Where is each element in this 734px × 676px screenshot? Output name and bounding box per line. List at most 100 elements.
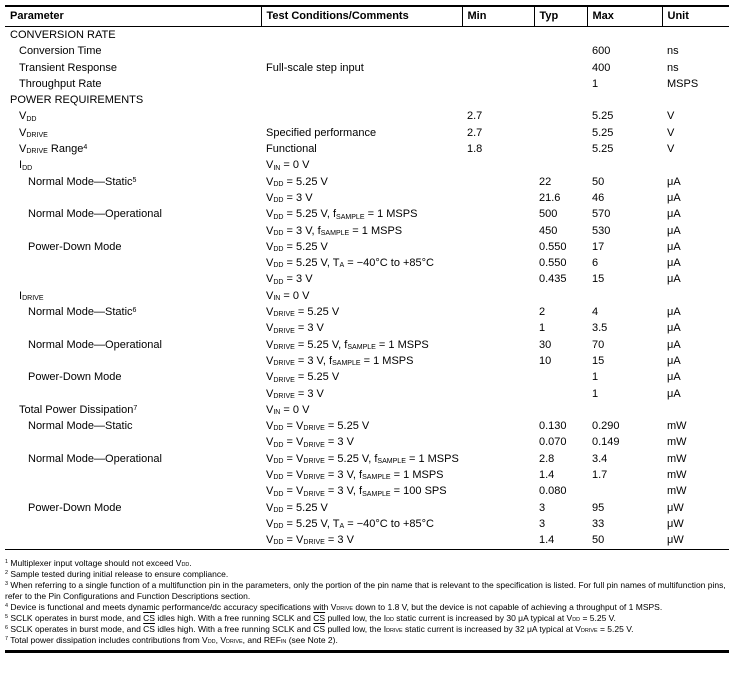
unit-cell: μA (667, 257, 681, 270)
conditions-cell: VDD = VDRIVE = 3 V, fSAMPLE = 1 MSPS (266, 469, 444, 482)
conditions-cell: VDD = 5.25 V (266, 240, 328, 254)
typ-cell: 0.550 (539, 257, 567, 270)
table-row: Power-Down Mode VDRIVE = 5.25 V 1 μA (5, 369, 729, 385)
max-cell: 0.290 (592, 420, 620, 433)
conditions-cell: VIN = 0 V (266, 159, 310, 172)
footnote-text: Device is functional and meets dynamic p… (8, 601, 663, 613)
typ-cell: 0.070 (539, 436, 567, 449)
min-cell (462, 206, 534, 222)
parameter-cell: Normal Mode—Operational (28, 452, 162, 465)
table-row: VDRIVE = 3 V 1 μA (5, 386, 729, 402)
table-row: VDRIVE = 3 V, fSAMPLE = 1 MSPS 10 15 μA (5, 353, 729, 369)
unit-cell: mW (667, 420, 687, 433)
table-row: Power-Down Mode VDD = 5.25 V 3 95 μW (5, 500, 729, 516)
typ-cell (534, 141, 587, 157)
max-cell (587, 157, 662, 173)
min-cell (462, 271, 534, 287)
table-row: VDD = VDRIVE = 3 V, fSAMPLE = 100 SPS 0.… (5, 483, 729, 499)
footnote: 4 Device is functional and meets dynamic… (5, 602, 729, 613)
min-cell (462, 516, 534, 532)
typ-cell: 3 (539, 501, 546, 514)
min-cell (462, 43, 534, 59)
parameter-cell (5, 434, 261, 450)
unit-cell: V (667, 126, 675, 139)
typ-cell: 30 (539, 338, 552, 351)
unit-cell: ns (667, 61, 679, 74)
min-cell (462, 532, 534, 549)
max-cell: 5.25 (592, 143, 614, 156)
parameter-cell (5, 353, 261, 369)
col-header-parameter: Parameter (5, 6, 261, 27)
typ-cell: 1.4 (539, 469, 555, 482)
typ-cell (534, 157, 587, 173)
unit-cell: μA (667, 338, 681, 351)
spec-table: Parameter Test Conditions/Comments Min T… (5, 5, 729, 550)
typ-cell (534, 386, 587, 402)
col-header-typ: Typ (533, 6, 587, 27)
footnote-number: 1 (5, 559, 9, 566)
parameter-cell: Power-Down Mode (28, 240, 122, 253)
conditions-cell: VDRIVE = 3 V (266, 322, 324, 335)
min-cell (462, 157, 534, 173)
footnote: 6 SCLK operates in burst mode, and CS id… (5, 624, 729, 635)
table-row: VDD = 3 V 21.6 46 μA (5, 190, 729, 206)
footnote-number: 5 (5, 614, 9, 621)
min-cell (462, 467, 534, 483)
parameter-cell: CONVERSION RATE (10, 29, 116, 41)
conditions-cell (261, 92, 462, 108)
parameter-cell: Throughput Rate (19, 77, 102, 90)
typ-cell (534, 108, 587, 124)
footnote-text: Total power dissipation includes contrib… (8, 634, 338, 646)
max-cell: 1 (592, 77, 599, 90)
min-cell (462, 369, 534, 385)
typ-cell (534, 60, 587, 76)
unit-cell: mW (667, 485, 687, 498)
table-row: Normal Mode—Operational VDRIVE = 5.25 V,… (5, 337, 729, 353)
conditions-cell: VDD = VDRIVE = 5.25 V (266, 420, 370, 433)
unit-cell: μA (667, 208, 681, 221)
col-header-unit: Unit (661, 6, 729, 27)
typ-cell: 0.080 (539, 485, 567, 498)
min-cell: 1.8 (467, 143, 483, 156)
table-row: VDD = 3 V 0.435 15 μA (5, 271, 729, 287)
table-row: Total Power Dissipation7 VIN = 0 V (5, 402, 729, 418)
conditions-cell: VDD = 5.25 V, TA = −40°C to +85°C (266, 517, 434, 531)
max-cell: 5.25 (592, 126, 614, 139)
max-cell: 3.4 (592, 452, 608, 465)
parameter-cell: POWER REQUIREMENTS (10, 94, 144, 107)
typ-cell (534, 92, 587, 108)
parameter-cell (5, 532, 261, 549)
table-row: Power-Down Mode VDD = 5.25 V 0.550 17 μA (5, 239, 729, 255)
table-row: VDD = 5.25 V, TA = −40°C to +85°C 3 33 μ… (5, 516, 729, 532)
datasheet-page: Parameter Test Conditions/Comments Min T… (5, 5, 729, 653)
table-row: Normal Mode—Static5 VDD = 5.25 V 22 50 μ… (5, 174, 729, 190)
parameter-cell: VDRIVE (19, 126, 48, 140)
max-cell: 50 (592, 534, 605, 547)
unit-cell: μW (667, 517, 684, 530)
unit-cell: μW (667, 501, 684, 514)
conditions-cell: VDD = VDRIVE = 5.25 V, fSAMPLE = 1 MSPS (266, 452, 459, 465)
table-row: CONVERSION RATE (5, 27, 729, 44)
max-cell: 530 (592, 224, 611, 237)
typ-cell: 0.435 (539, 273, 567, 286)
parameter-cell: Total Power Dissipation7 (19, 403, 138, 416)
conditions-cell: VDRIVE = 5.25 V, fSAMPLE = 1 MSPS (266, 338, 429, 351)
table-row: Normal Mode—Static6 VDRIVE = 5.25 V 2 4 … (5, 304, 729, 320)
max-cell: 46 (592, 191, 605, 204)
footnote: 7 Total power dissipation includes contr… (5, 635, 729, 646)
typ-cell: 0.130 (539, 420, 567, 433)
typ-cell: 500 (539, 208, 558, 221)
max-cell (587, 92, 662, 108)
table-row: IDD VIN = 0 V (5, 157, 729, 173)
footnote-number: 2 (5, 570, 9, 577)
max-cell: 400 (592, 61, 611, 74)
table-row: VDD = VDRIVE = 3 V, fSAMPLE = 1 MSPS 1.4… (5, 467, 729, 483)
max-cell: 15 (592, 354, 605, 367)
footnote: 5 SCLK operates in burst mode, and CS id… (5, 613, 729, 624)
min-cell (462, 386, 534, 402)
header-row: Parameter Test Conditions/Comments Min T… (5, 6, 729, 27)
typ-cell: 0.550 (539, 240, 567, 253)
max-cell: 1 (592, 371, 599, 384)
table-row: VDD = VDRIVE = 3 V 0.070 0.149 mW (5, 434, 729, 450)
min-cell (462, 27, 534, 44)
